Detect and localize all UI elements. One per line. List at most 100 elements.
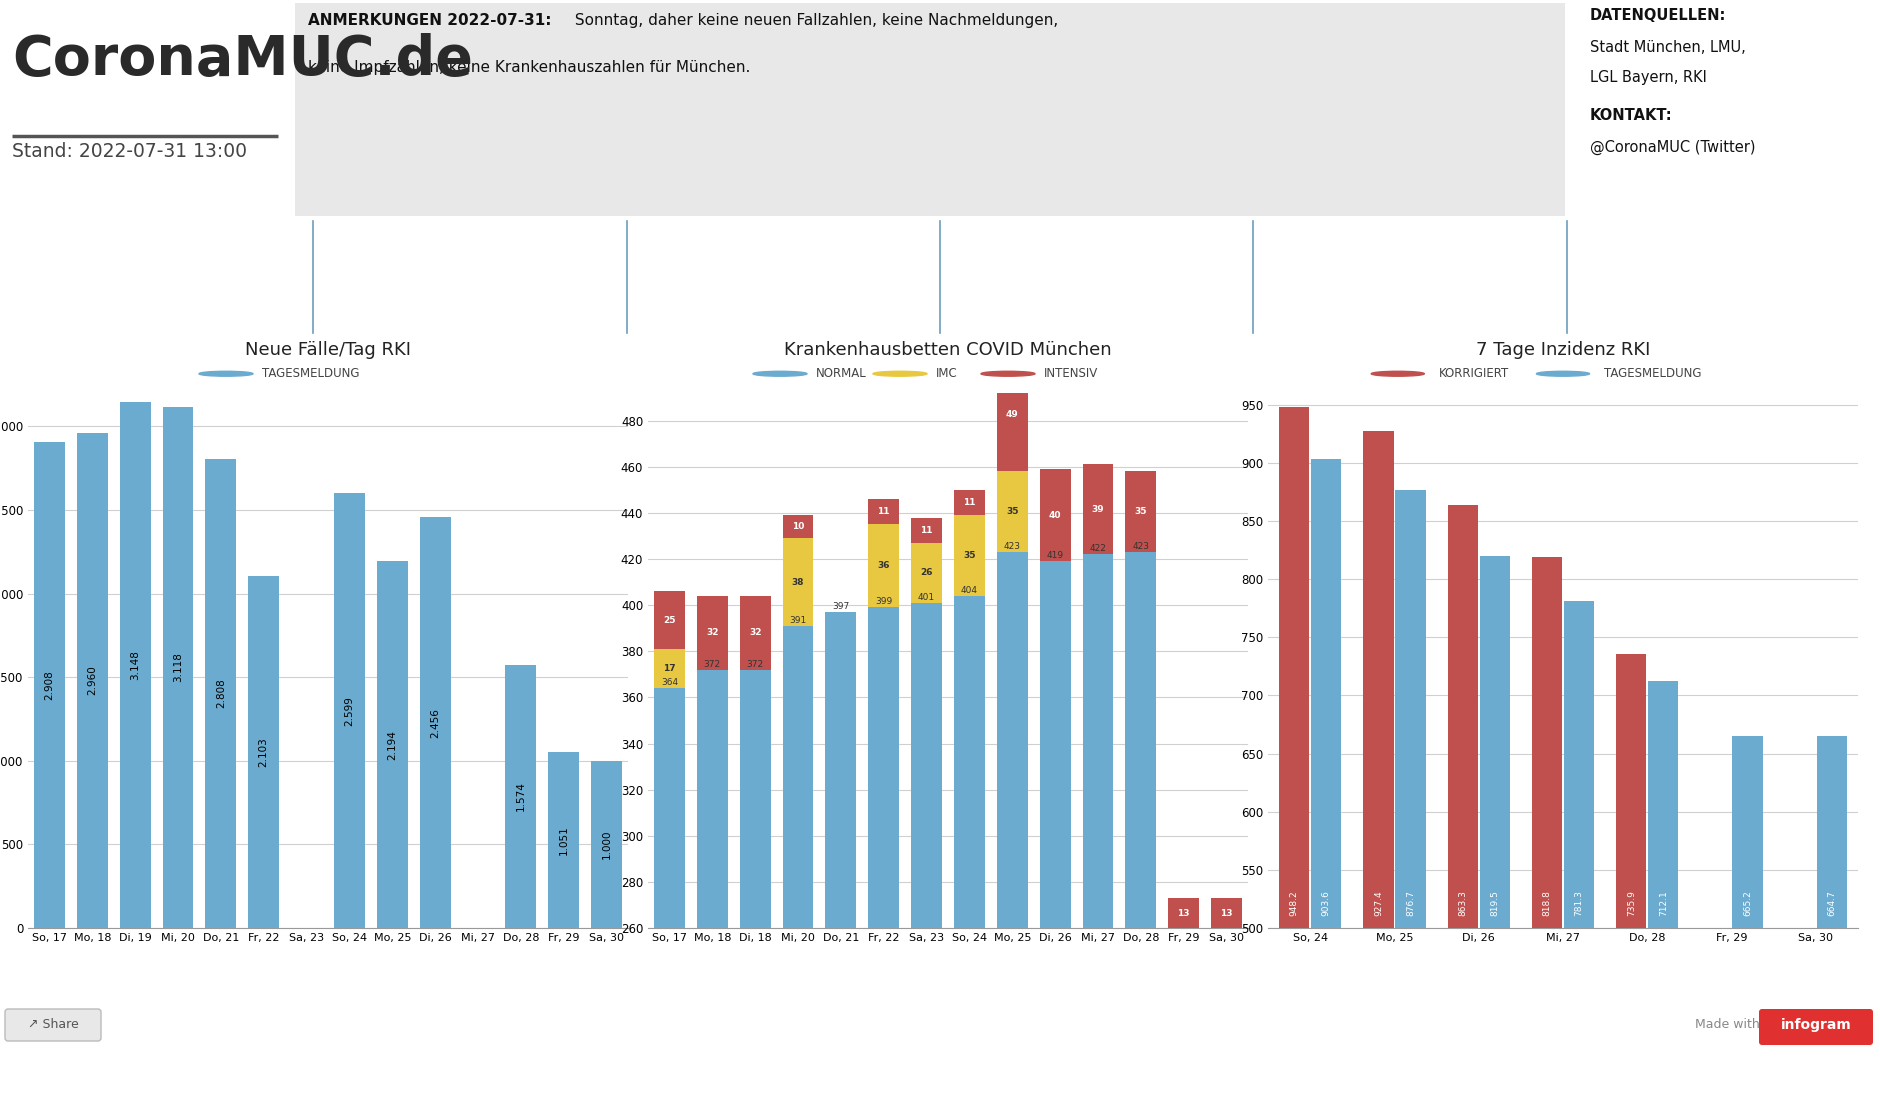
Text: 876.7: 876.7	[1406, 891, 1416, 916]
Text: 818.8: 818.8	[1542, 891, 1551, 916]
Bar	[996, 471, 1028, 552]
Bar	[376, 561, 408, 929]
Text: 11: 11	[963, 497, 976, 507]
Text: 17: 17	[664, 664, 675, 673]
Text: Di-Sa, nicht nach: Di-Sa, nicht nach	[1669, 301, 1777, 314]
Bar	[1278, 407, 1308, 1108]
Text: keine Impfzahlen, keine Krankenhauszahlen für München.: keine Impfzahlen, keine Krankenhauszahle…	[308, 60, 750, 75]
Text: 3.118: 3.118	[173, 653, 182, 683]
Text: 2.960: 2.960	[86, 666, 98, 696]
Text: IMC: IMC	[936, 367, 957, 380]
Bar	[912, 517, 942, 543]
Bar	[1040, 469, 1070, 562]
Text: KORRIGIERT: KORRIGIERT	[1438, 367, 1510, 380]
Text: 2.808: 2.808	[216, 678, 226, 708]
Text: k.A.: k.A.	[414, 245, 526, 293]
Bar	[697, 669, 728, 929]
Text: LGL Bayern, RKI: LGL Bayern, RKI	[1590, 70, 1707, 85]
Bar	[697, 596, 728, 669]
Circle shape	[872, 371, 927, 377]
Text: 423: 423	[1132, 542, 1149, 551]
Bar	[1126, 471, 1156, 552]
Text: 422: 422	[1090, 544, 1107, 553]
Bar	[869, 607, 899, 929]
Text: ↗ Share: ↗ Share	[28, 1018, 79, 1032]
Bar	[335, 493, 365, 929]
Text: NORMAL.: NORMAL.	[1002, 306, 1055, 316]
Circle shape	[1371, 371, 1425, 377]
Text: 419: 419	[1047, 551, 1064, 561]
Text: 1.000: 1.000	[602, 830, 611, 859]
Text: STAND: 2022-07-28: STAND: 2022-07-28	[1348, 317, 1472, 330]
Text: TAGESMELDUNG: TAGESMELDUNG	[1604, 367, 1701, 380]
Bar	[912, 543, 942, 603]
Text: 0,97: 0,97	[1352, 246, 1468, 291]
Text: 399: 399	[874, 597, 893, 606]
Text: 11: 11	[878, 507, 889, 516]
Bar	[162, 407, 194, 929]
Text: 2.103: 2.103	[259, 737, 269, 767]
Bar	[506, 665, 536, 929]
Text: 423: 423	[989, 252, 1070, 290]
Text: CoronaMUC.de: CoronaMUC.de	[11, 33, 474, 88]
Text: 2.599: 2.599	[344, 696, 355, 726]
Circle shape	[754, 371, 807, 377]
Text: TODESFÄLLE: TODESFÄLLE	[425, 223, 515, 236]
Bar	[1448, 505, 1478, 1108]
Text: ANMERKUNGEN 2022-07-31:: ANMERKUNGEN 2022-07-31:	[308, 13, 551, 28]
Text: 1.574: 1.574	[515, 781, 526, 811]
Text: 3.148: 3.148	[130, 650, 141, 680]
Circle shape	[199, 371, 254, 377]
Text: 372: 372	[746, 659, 763, 668]
Text: Gesamt: 2.088: Gesamt: 2.088	[423, 315, 517, 328]
Bar	[739, 669, 771, 929]
Bar	[739, 596, 771, 669]
Text: 40: 40	[1049, 511, 1062, 520]
Text: * Genesene:   7 Tages Durchschnitt der Summe RKI vor 10 Tagen |: * Genesene: 7 Tages Durchschnitt der Sum…	[301, 960, 838, 975]
Bar	[549, 752, 579, 929]
Bar	[1040, 562, 1070, 929]
Text: 13: 13	[1070, 252, 1124, 290]
Text: NORMAL: NORMAL	[816, 367, 867, 380]
Text: 364: 364	[662, 678, 679, 687]
Bar	[120, 402, 150, 929]
Text: 372: 372	[703, 659, 720, 668]
Text: INTENSIV: INTENSIV	[1043, 367, 1098, 380]
Text: 26: 26	[921, 568, 932, 577]
Text: 2.456: 2.456	[431, 708, 440, 738]
Text: 11: 11	[921, 525, 932, 535]
Text: k.A.: k.A.	[102, 245, 212, 293]
Bar	[869, 524, 899, 607]
Text: 712.1: 712.1	[1658, 891, 1668, 916]
Text: INZIDENZ RKI: INZIDENZ RKI	[1675, 223, 1771, 236]
Text: 38: 38	[791, 577, 805, 586]
Bar	[869, 499, 899, 524]
Text: 32: 32	[707, 628, 718, 637]
Bar	[1211, 897, 1243, 929]
Text: 664.7: 664.7	[1827, 891, 1837, 916]
Text: REPRODUKTIONSWERT: REPRODUKTIONSWERT	[1329, 223, 1491, 236]
Text: 401: 401	[917, 593, 934, 602]
Text: Quelle: LMU: Quelle: LMU	[1372, 301, 1448, 314]
Circle shape	[1536, 371, 1590, 377]
Text: Made with: Made with	[1696, 1018, 1760, 1032]
Bar	[1395, 490, 1425, 1108]
Text: 7 Tage Inzidenz RKI: 7 Tage Inzidenz RKI	[1476, 341, 1651, 359]
Text: 32: 32	[748, 628, 761, 637]
Bar	[1083, 554, 1113, 929]
Bar	[1649, 681, 1679, 1108]
Text: 903.6: 903.6	[1322, 891, 1331, 916]
Bar	[1532, 557, 1562, 1108]
Bar	[1816, 737, 1846, 1108]
Text: 665.2: 665.2	[1743, 891, 1752, 916]
Text: 397: 397	[833, 602, 850, 611]
FancyBboxPatch shape	[295, 3, 1564, 216]
Bar	[1617, 654, 1647, 1108]
Text: infogram: infogram	[1780, 1018, 1852, 1032]
Text: 404: 404	[961, 586, 978, 595]
Text: KONTAKT:: KONTAKT:	[1590, 107, 1673, 123]
Text: 391: 391	[790, 616, 807, 625]
Bar	[1480, 556, 1510, 1108]
Text: STAND: 2022-07-29: STAND: 2022-07-29	[1042, 321, 1151, 331]
Bar	[1731, 736, 1763, 1108]
